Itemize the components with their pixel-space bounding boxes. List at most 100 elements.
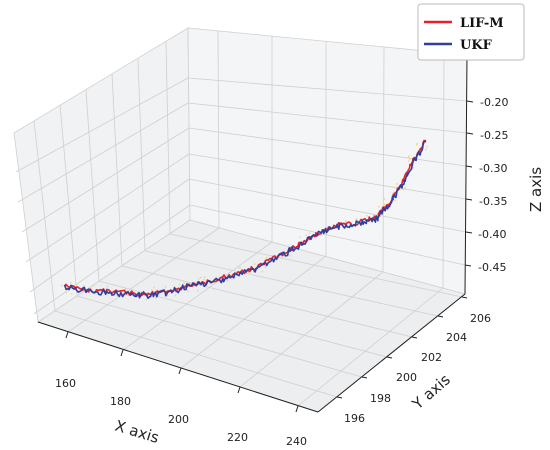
y-tick-mark: [437, 315, 444, 318]
floor-grid-y-200: [98, 280, 388, 358]
back-grid-z-035: [188, 153, 467, 200]
measurement-point: [237, 266, 240, 269]
y-tick-mark: [461, 296, 468, 299]
left-grid-y-198: [59, 104, 78, 297]
measurement-point: [217, 280, 220, 283]
x-tick-label: 180: [110, 395, 131, 408]
y-tick-label: 202: [421, 351, 442, 364]
measurement-point: [61, 284, 63, 287]
z-tick-label: -0.35: [479, 195, 507, 208]
z-axis-line: [464, 54, 468, 295]
measurement-point: [365, 214, 368, 217]
y-tick-mark: [386, 356, 393, 359]
z-tick-mark: [466, 100, 474, 103]
back-grid-x-220: [382, 46, 385, 273]
measurement-point: [298, 236, 301, 239]
measurement-point: [408, 155, 410, 158]
back-grid-z-040: [188, 178, 467, 233]
z-tick-mark: [465, 198, 473, 201]
measurement-point: [187, 290, 189, 293]
measurement-point: [355, 218, 358, 221]
measurement-point: [152, 286, 155, 289]
z-tick-labels: -0.20 -0.25 -0.30 -0.35 -0.40 -0.45: [478, 96, 508, 274]
measurement-point: [426, 145, 428, 148]
left-grid-y-202: [111, 73, 123, 267]
measurement-point: [308, 232, 311, 235]
left-grid-y-200: [85, 89, 100, 282]
y-tick-labels: 196 198 200 202 204 206: [344, 312, 491, 425]
measurement-point: [407, 160, 410, 163]
legend-label-ukf: UKF: [460, 38, 493, 53]
left-grid-z-020: [15, 77, 189, 173]
left-grid-y-206: [165, 41, 171, 235]
measurement-point: [394, 199, 397, 202]
left-grid-z-035: [25, 153, 190, 263]
floor-grid-y-198: [76, 295, 363, 378]
z-tick-mark: [466, 132, 474, 135]
x-axis-line: [37, 321, 319, 413]
z-tick-mark: [464, 264, 472, 267]
measurement-point: [106, 285, 109, 288]
left-grid-y-196: [33, 120, 56, 312]
y-ticks: [336, 296, 468, 399]
left-grid-z-025: [17, 102, 189, 203]
y-tick-label: 196: [344, 412, 365, 425]
measurement-point: [197, 277, 200, 280]
x-tick-mark: [65, 331, 69, 339]
z-tick-label: -0.40: [478, 228, 506, 241]
measurement-point: [264, 266, 267, 269]
x-tick-label: 240: [286, 435, 307, 448]
measurement-point: [183, 282, 185, 284]
grid-lines: [15, 30, 468, 407]
measurement-point: [345, 220, 347, 222]
left-grid-z-045: [33, 204, 191, 315]
x-tick-label: 220: [227, 431, 248, 444]
measurement-point: [203, 278, 205, 281]
x-tick-mark: [295, 405, 299, 413]
measurement-point: [401, 188, 404, 191]
legend-box: [417, 3, 525, 61]
floor-grid-x-160: [67, 227, 220, 333]
measurement-point: [200, 276, 202, 279]
z-tick-label: -0.25: [480, 129, 508, 142]
measurement-point: [379, 215, 382, 218]
measurement-point: [154, 297, 157, 299]
floor-grid-x-200: [180, 255, 327, 369]
y-tick-label: 198: [370, 392, 391, 405]
x-tick-mark: [237, 386, 241, 394]
floor-grid-y-202: [121, 265, 413, 338]
measurement-point: [82, 284, 85, 287]
z-tick-label: -0.45: [478, 261, 506, 274]
measurement-point: [393, 186, 396, 189]
x-tick-label: 160: [55, 377, 76, 390]
back-grid-z-020: [187, 77, 468, 102]
measurement-point: [253, 263, 256, 266]
legend: LIF-M UKF: [417, 3, 525, 61]
left-grid-z-030: [21, 127, 190, 233]
measurement-point: [121, 286, 124, 289]
measurement-point: [65, 291, 67, 294]
x-tick-mark: [178, 367, 182, 375]
left-grid-y-204: [137, 58, 146, 252]
measurement-point: [289, 255, 292, 257]
measurement-point: [378, 205, 380, 208]
back-grid-z-045: [189, 204, 466, 266]
y-tick-mark: [336, 396, 343, 399]
measurement-point: [425, 148, 427, 151]
measurement-point: [226, 279, 229, 282]
measurement-point: [178, 283, 181, 286]
floor-grid-y-204: [144, 250, 439, 317]
x-tick-label: 200: [168, 413, 189, 426]
z-tick-mark: [465, 165, 473, 168]
measurement-point: [399, 188, 402, 191]
measurement-point: [404, 187, 406, 189]
y-tick-label: 200: [396, 371, 417, 384]
measurement-point: [203, 276, 206, 279]
x-axis-label: X axis: [113, 417, 162, 447]
back-grid-z-025: [187, 102, 468, 134]
floor-grid-x-180: [122, 241, 273, 351]
x-tick-labels: 160 180 200 220 240: [55, 377, 307, 448]
measurement-point: [261, 270, 264, 273]
y-axis-line: [317, 293, 466, 413]
